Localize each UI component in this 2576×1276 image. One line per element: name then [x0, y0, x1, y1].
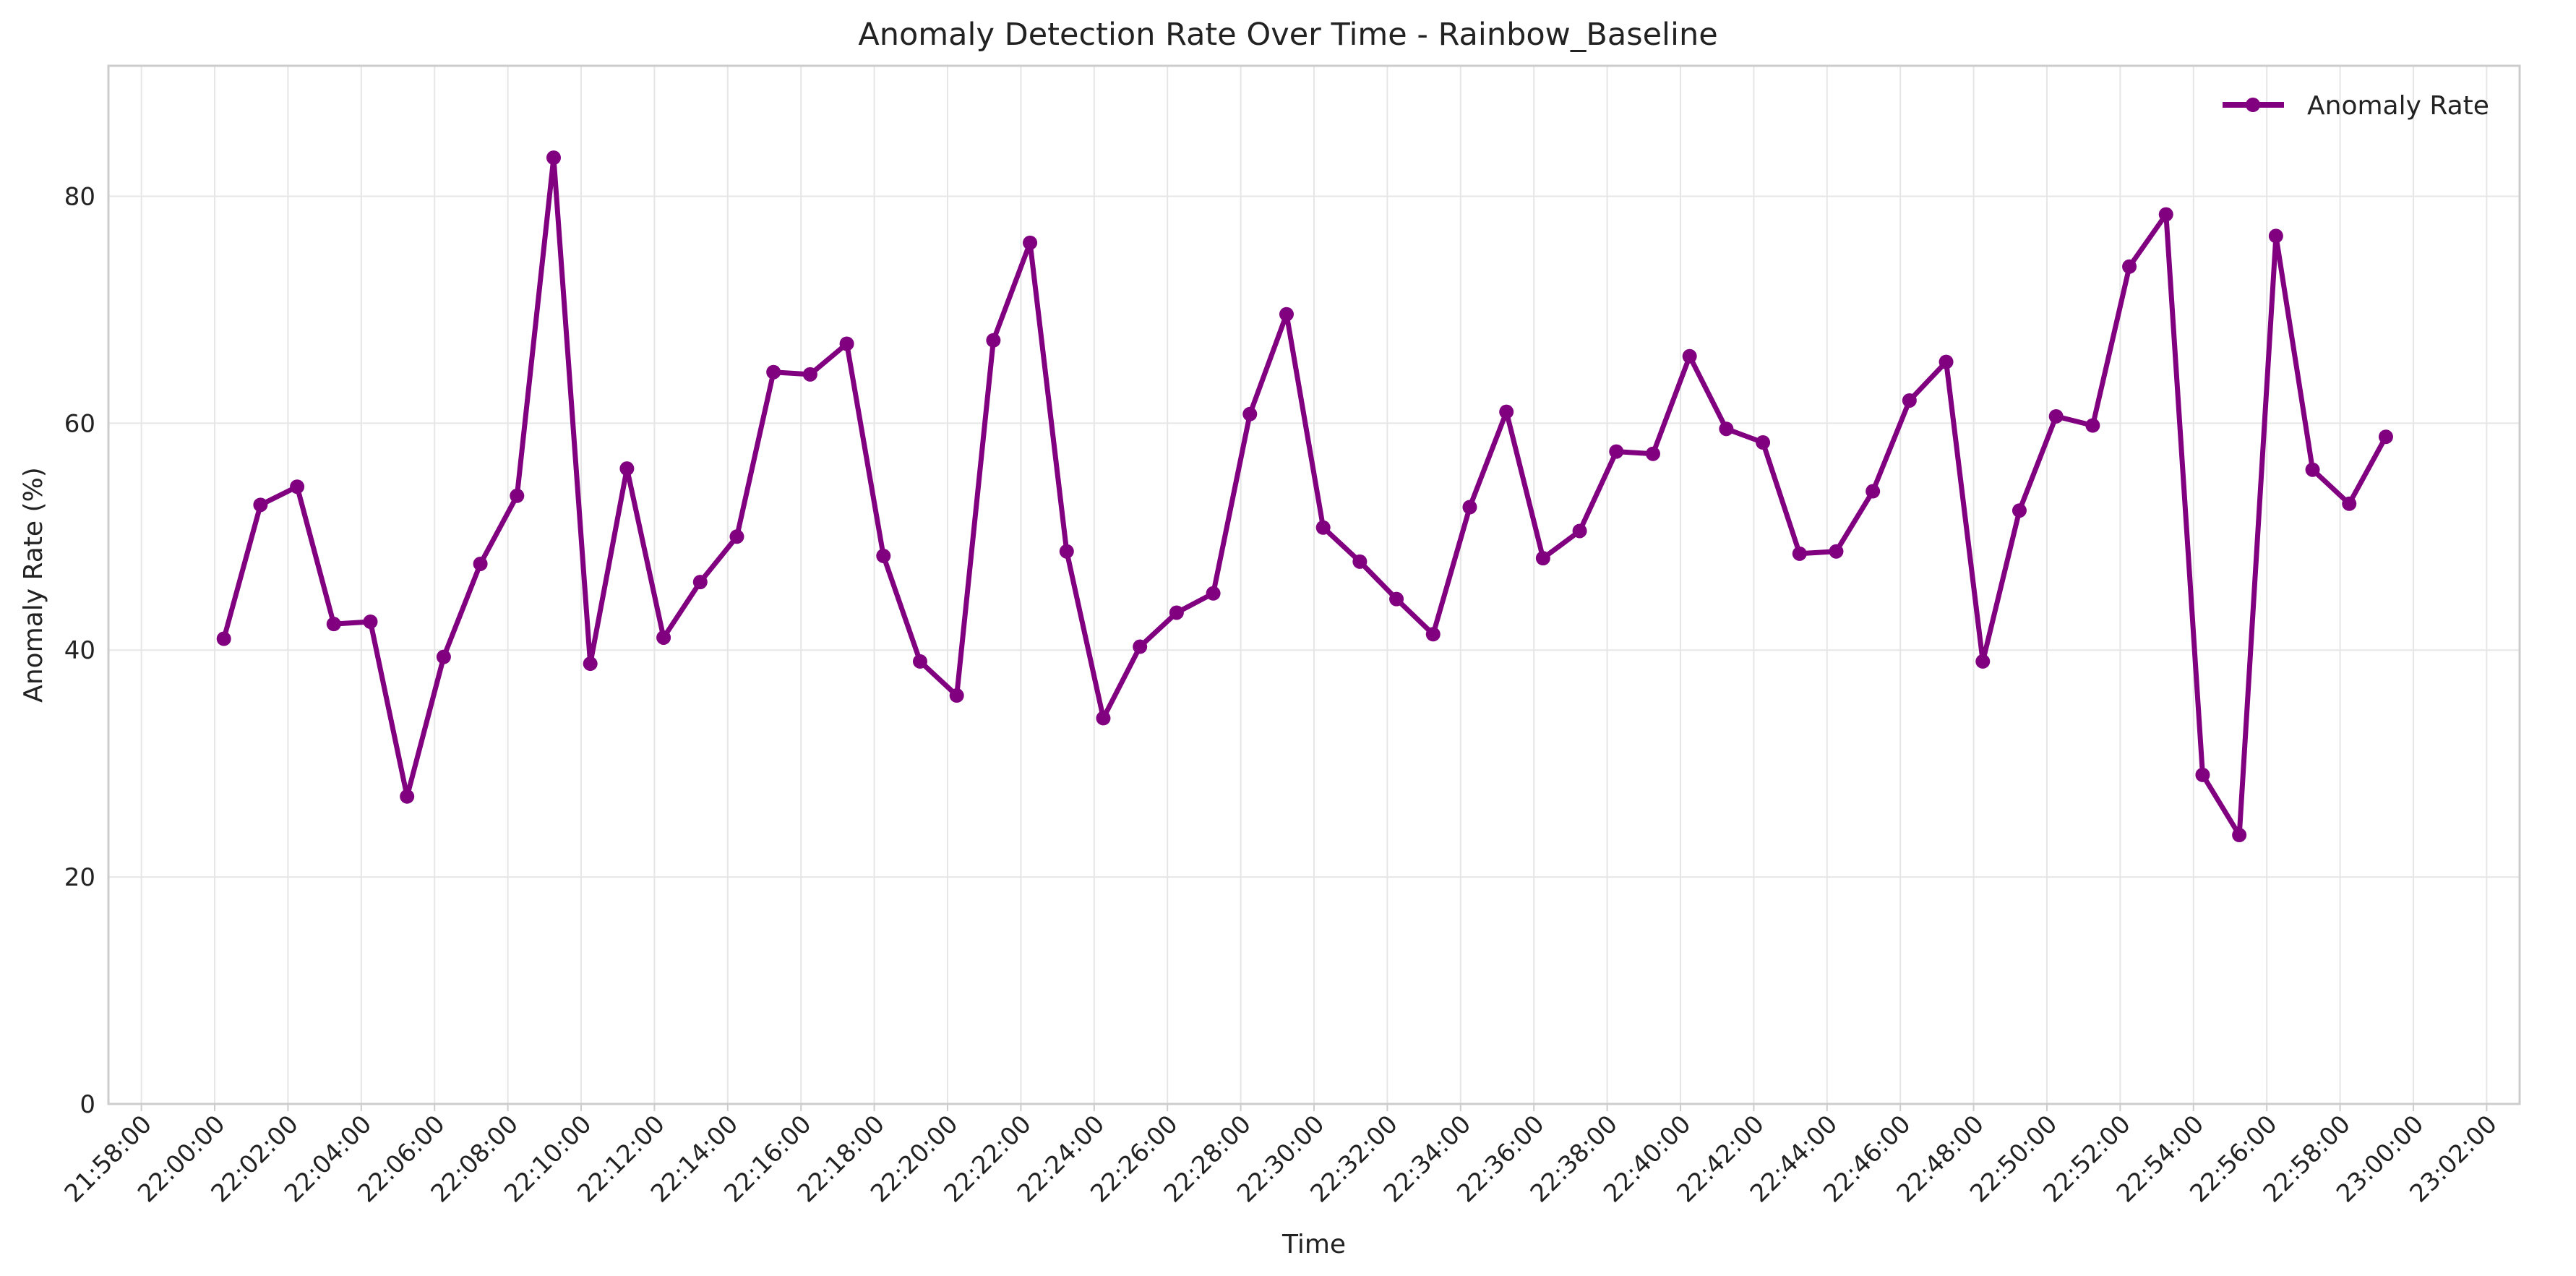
data-point — [326, 617, 341, 632]
data-point — [1389, 591, 1404, 607]
data-point — [473, 556, 488, 571]
data-point — [363, 615, 378, 630]
data-point — [766, 364, 781, 380]
data-point — [1902, 393, 1917, 408]
data-point — [876, 548, 891, 563]
data-point — [1829, 544, 1844, 559]
data-point — [510, 488, 525, 503]
series-line — [221, 155, 2389, 838]
data-point — [2195, 767, 2210, 782]
data-point — [2268, 228, 2283, 244]
y-tick-label: 40 — [64, 636, 95, 665]
data-point — [1023, 235, 1038, 250]
data-point — [656, 630, 671, 645]
legend: Anomaly Rate — [2223, 91, 2489, 121]
data-point — [1792, 546, 1807, 561]
data-point — [1719, 421, 1734, 437]
data-point — [1682, 348, 1697, 364]
data-point — [729, 529, 744, 544]
data-point — [1866, 484, 1881, 499]
data-point — [253, 497, 268, 513]
data-point — [216, 631, 231, 646]
data-point — [1535, 551, 1550, 566]
data-point — [2048, 408, 2064, 424]
data-point — [1462, 500, 1477, 515]
data-point — [1315, 520, 1331, 535]
data-point — [1572, 523, 1587, 539]
data-point — [1059, 544, 1074, 559]
y-axis-label: Anomaly Rate (%) — [19, 467, 48, 703]
y-tick-label: 80 — [64, 182, 95, 211]
data-point — [583, 656, 598, 672]
data-point — [1279, 307, 1294, 322]
data-point — [619, 461, 635, 476]
data-point — [2378, 429, 2393, 445]
data-point — [1352, 554, 1368, 569]
data-point — [1425, 627, 1441, 642]
series-anomaly-rate — [216, 150, 2393, 843]
data-point — [2232, 828, 2247, 843]
data-point — [1756, 435, 1771, 450]
data-point — [2122, 259, 2137, 274]
y-tick-label: 60 — [64, 409, 95, 438]
data-point — [2158, 207, 2173, 222]
data-point — [802, 367, 817, 382]
y-tick-label: 20 — [64, 863, 95, 892]
data-point — [1939, 354, 1954, 369]
data-point — [839, 336, 854, 351]
data-point — [692, 575, 708, 590]
data-point — [1096, 711, 1111, 726]
data-point — [1645, 446, 1660, 461]
data-point — [986, 333, 1001, 348]
data-point — [436, 649, 451, 664]
data-point — [2085, 418, 2100, 433]
data-point — [290, 479, 305, 494]
data-point — [400, 789, 415, 804]
data-point — [2012, 503, 2027, 518]
data-point — [949, 688, 964, 703]
data-point — [1206, 586, 1221, 601]
data-point — [546, 150, 561, 166]
legend-label: Anomaly Rate — [2307, 91, 2489, 121]
chart-title: Anomaly Detection Rate Over Time - Rainb… — [858, 17, 1717, 53]
data-point — [1609, 444, 1624, 459]
data-point — [1169, 605, 1184, 620]
data-point — [1499, 404, 1514, 419]
y-tick-label: 0 — [80, 1090, 95, 1119]
data-point — [1975, 654, 1991, 669]
data-point — [912, 654, 927, 669]
data-point — [2342, 496, 2357, 511]
data-point — [1133, 639, 1148, 654]
x-axis-label: Time — [1281, 1230, 1346, 1259]
data-point — [1242, 406, 1258, 421]
data-point — [2305, 462, 2320, 477]
legend-point-marker — [2246, 98, 2260, 112]
